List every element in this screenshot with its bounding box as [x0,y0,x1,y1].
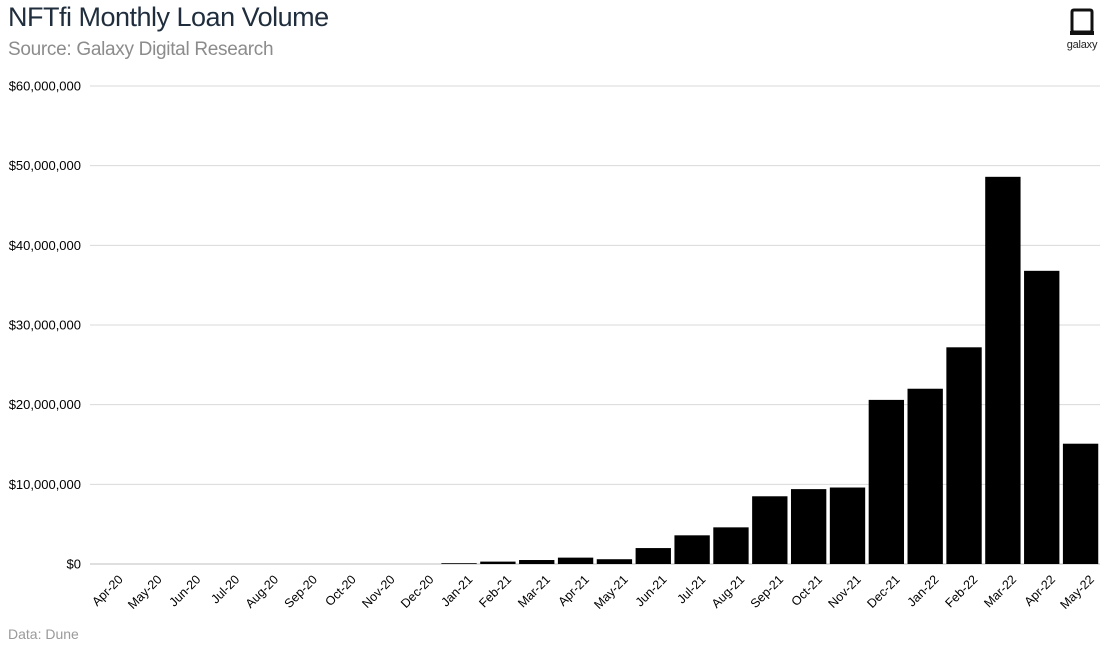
x-tick-label: Jun-21 [633,572,670,609]
bar-feb-22 [946,347,982,564]
y-tick-label: $40,000,000 [9,238,81,253]
y-tick-label: $20,000,000 [9,397,81,412]
bar-jul-21 [674,535,710,564]
x-tick-label: Aug-21 [709,572,747,610]
x-tick-label: May-22 [1058,572,1097,611]
chart-title: NFTfi Monthly Loan Volume [8,2,329,32]
bar-aug-21 [713,527,749,564]
galaxy-logo-text: galaxy [1066,39,1098,51]
x-tick-label: Apr-22 [1022,572,1058,608]
bars [441,176,1099,564]
y-axis: $0 $10,000,000 $20,000,000 $30,000,000 $40,0… [9,79,81,572]
galaxy-logo: galaxy [1060,8,1100,51]
data-source-note: Data: Dune [8,626,79,642]
bar-jun-21 [635,548,671,564]
bar-jan-21 [441,563,477,564]
bar-may-22 [1062,443,1099,564]
galaxy-logo-icon [1070,8,1094,35]
bar-jan-22 [907,388,943,564]
x-tick-label: Oct-20 [322,572,358,608]
x-tick-label: Jun-20 [167,572,204,609]
x-tick-label: Feb-22 [942,572,980,610]
x-tick-label: Apr-21 [555,572,591,608]
x-tick-label: Jul-21 [674,572,708,606]
bar-mar-21 [519,560,555,564]
x-tick-label: Mar-22 [981,572,1019,610]
x-tick-label: Nov-20 [359,572,397,610]
x-tick-label: Feb-21 [476,572,514,610]
bar-feb-21 [480,561,516,564]
x-tick-label: Apr-20 [89,572,125,608]
bar-nov-21 [829,487,866,564]
x-axis: Apr-20 May-20 Jun-20 Jul-20 Aug-20 Sep-20 Oct-… [89,572,1097,611]
bar-dec-21 [868,399,905,564]
bar-oct-21 [790,489,827,564]
y-tick-label: $10,000,000 [9,477,81,492]
bar-apr-21 [557,557,594,564]
x-tick-label: Dec-20 [398,572,436,610]
x-tick-label: Jan-22 [905,572,942,609]
x-tick-label: May-21 [591,572,630,611]
y-tick-label: $30,000,000 [9,318,81,333]
bar-may-21 [596,559,633,564]
x-tick-label: Mar-21 [515,572,553,610]
x-tick-label: Jul-20 [208,572,242,606]
x-tick-label: Oct-21 [789,572,825,608]
y-tick-label: $0 [67,557,81,572]
x-tick-label: Nov-21 [825,572,863,610]
x-tick-label: Aug-20 [243,572,281,610]
bar-mar-22 [985,176,1021,564]
x-tick-label: May-20 [125,572,164,611]
y-tick-label: $50,000,000 [9,158,81,173]
y-tick-label: $60,000,000 [9,79,81,94]
x-tick-label: Sep-20 [282,572,320,610]
x-tick-label: Jan-21 [438,572,475,609]
bar-sep-21 [752,496,788,564]
x-tick-label: Sep-21 [748,572,786,610]
x-tick-label: Dec-21 [864,572,902,610]
bar-apr-22 [1024,270,1060,564]
chart-subtitle: Source: Galaxy Digital Research [8,39,274,60]
